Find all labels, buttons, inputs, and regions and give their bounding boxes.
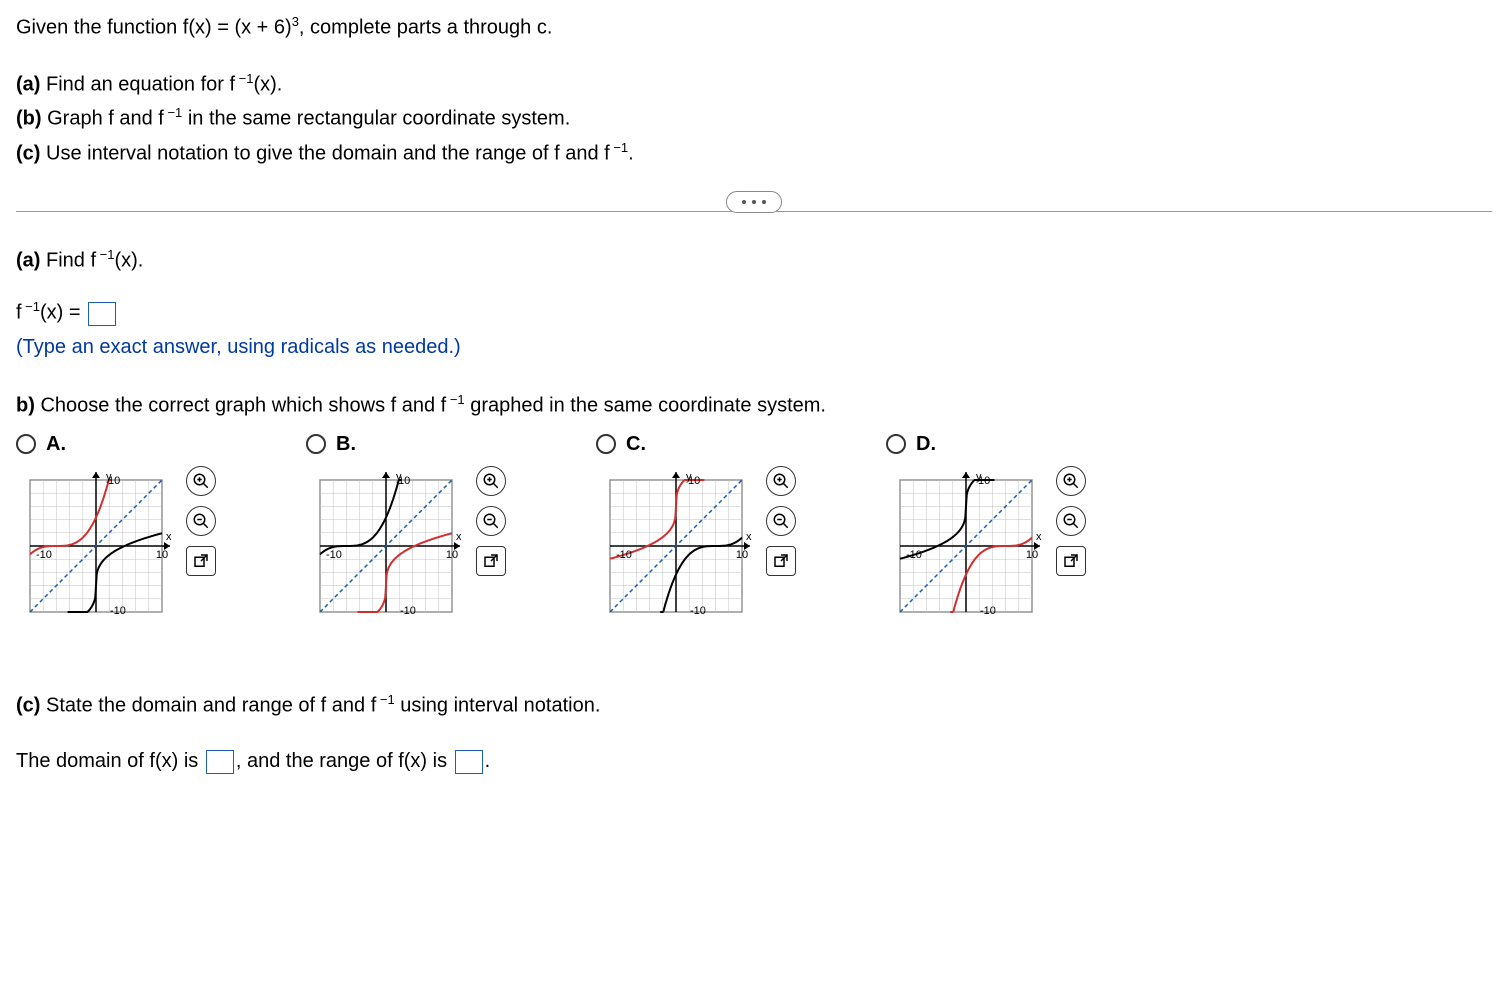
- svg-text:-10: -10: [980, 605, 996, 617]
- svg-text:10: 10: [156, 549, 168, 561]
- option-b: B. yx10-1010-10: [306, 433, 506, 626]
- part-c-label: (c): [16, 143, 40, 165]
- svg-text:10: 10: [108, 475, 120, 487]
- svg-text:-10: -10: [400, 605, 416, 617]
- zoom-in-icon[interactable]: [766, 466, 796, 496]
- svg-text:10: 10: [446, 549, 458, 561]
- intro-text: Given the function f(x) = (x + 6)3, comp…: [16, 12, 1492, 43]
- answer-input-range[interactable]: [455, 750, 483, 774]
- answer-input-domain[interactable]: [206, 750, 234, 774]
- part-b-label: (b): [16, 108, 42, 130]
- svg-text:10: 10: [1026, 549, 1038, 561]
- graph-b: yx10-1010-10: [306, 466, 466, 626]
- question-a-head: (a) Find f −1(x).: [16, 245, 1492, 276]
- option-a-label: A.: [46, 433, 66, 456]
- popout-icon[interactable]: [766, 546, 796, 576]
- radio-d[interactable]: [886, 434, 906, 454]
- svg-text:10: 10: [398, 475, 410, 487]
- zoom-in-icon[interactable]: [1056, 466, 1086, 496]
- zoom-out-icon[interactable]: [1056, 506, 1086, 536]
- options-row: A. yx10-1010-10 B. yx10-1010-10: [16, 433, 1492, 626]
- svg-text:x: x: [746, 531, 752, 543]
- radio-a[interactable]: [16, 434, 36, 454]
- radio-b[interactable]: [306, 434, 326, 454]
- svg-text:-10: -10: [36, 549, 52, 561]
- option-c-label: C.: [626, 433, 646, 456]
- part-b-desc: (b) Graph f and f −1 in the same rectang…: [16, 103, 1492, 134]
- zoom-in-icon[interactable]: [476, 466, 506, 496]
- zoom-in-icon[interactable]: [186, 466, 216, 496]
- part-a-label: (a): [16, 73, 40, 95]
- svg-text:10: 10: [688, 475, 700, 487]
- svg-text:x: x: [1036, 531, 1042, 543]
- option-c: C. yx10-1010-10: [596, 433, 796, 626]
- qc-mid: , and the range of f(x) is: [236, 750, 453, 772]
- zoom-out-icon[interactable]: [476, 506, 506, 536]
- option-d-label: D.: [916, 433, 936, 456]
- section-divider: [16, 191, 1492, 213]
- answer-input-a[interactable]: [88, 302, 116, 326]
- qc-end: .: [485, 750, 491, 772]
- graph-d: yx10-1010-10: [886, 466, 1046, 626]
- svg-text:-10: -10: [326, 549, 342, 561]
- question-a-hint: (Type an exact answer, using radicals as…: [16, 332, 1492, 362]
- svg-text:-10: -10: [906, 549, 922, 561]
- part-a-desc: (a) Find an equation for f −1(x).: [16, 69, 1492, 100]
- radio-c[interactable]: [596, 434, 616, 454]
- svg-text:10: 10: [978, 475, 990, 487]
- svg-text:x: x: [456, 531, 462, 543]
- svg-text:-10: -10: [690, 605, 706, 617]
- expand-button[interactable]: [726, 191, 782, 213]
- svg-text:-10: -10: [110, 605, 126, 617]
- svg-text:x: x: [166, 531, 172, 543]
- question-a-equation: f −1(x) =: [16, 297, 1492, 328]
- option-a: A. yx10-1010-10: [16, 433, 216, 626]
- graph-c: yx10-1010-10: [596, 466, 756, 626]
- popout-icon[interactable]: [1056, 546, 1086, 576]
- question-c-line: The domain of f(x) is , and the range of…: [16, 746, 1492, 776]
- svg-text:-10: -10: [616, 549, 632, 561]
- svg-text:10: 10: [736, 549, 748, 561]
- qc-pre: The domain of f(x) is: [16, 750, 204, 772]
- popout-icon[interactable]: [476, 546, 506, 576]
- zoom-out-icon[interactable]: [186, 506, 216, 536]
- popout-icon[interactable]: [186, 546, 216, 576]
- part-c-desc: (c) Use interval notation to give the do…: [16, 138, 1492, 169]
- option-b-label: B.: [336, 433, 356, 456]
- option-d: D. yx10-1010-10: [886, 433, 1086, 626]
- zoom-out-icon[interactable]: [766, 506, 796, 536]
- question-b-text: b) Choose the correct graph which shows …: [16, 390, 1492, 421]
- graph-a: yx10-1010-10: [16, 466, 176, 626]
- question-c-head: (c) State the domain and range of f and …: [16, 690, 1492, 721]
